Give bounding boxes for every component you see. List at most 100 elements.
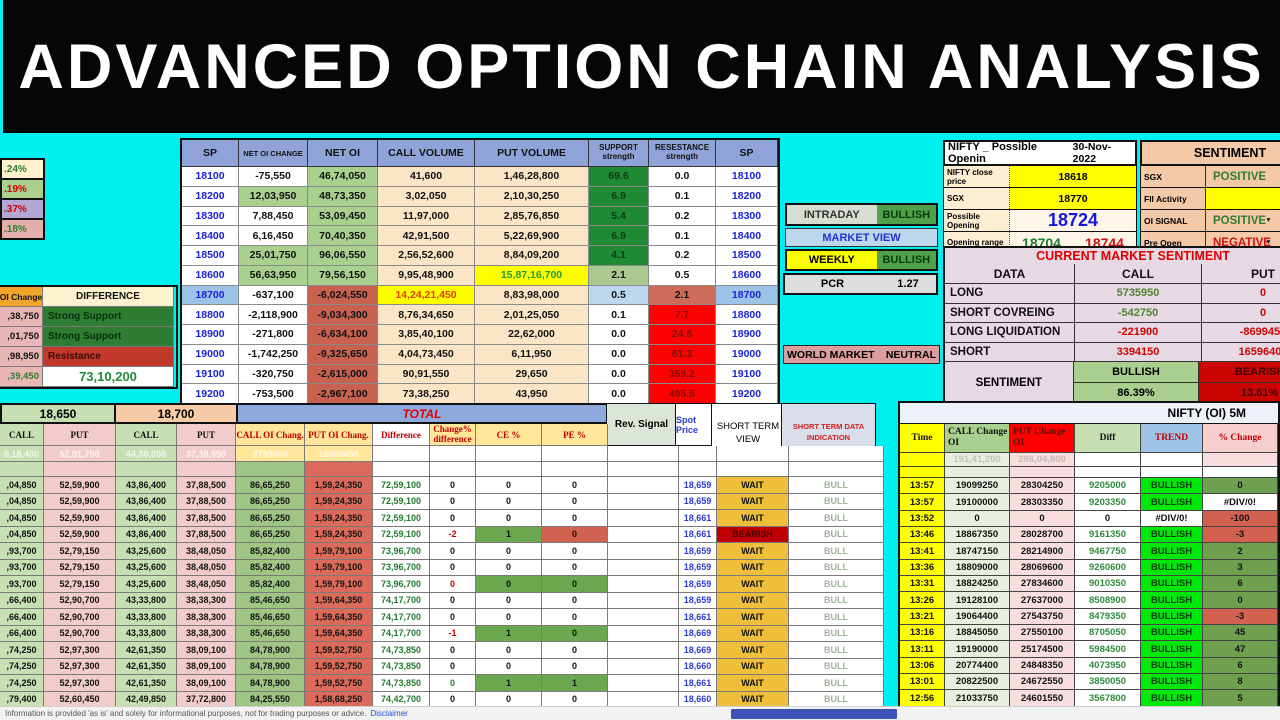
option-chain-cell[interactable]: 29,650 [475,364,589,385]
oi-5m-cell[interactable]: 9203350 [1075,494,1141,511]
strike-table-cell[interactable]: 74,17,700 [373,609,430,626]
strike-table-cell[interactable]: 18,661 [679,510,717,527]
option-chain-cell[interactable]: 56,63,950 [239,265,308,286]
strike-table-cell[interactable]: 1,59,79,100 [305,576,373,593]
oi-diff-cell[interactable]: Strong Support [43,327,174,347]
option-chain-cell[interactable]: 0.2 [649,206,716,227]
strike-table-cell[interactable] [608,477,679,494]
strike-table-cell[interactable]: 1 [476,675,542,692]
option-chain-cell[interactable]: 18600 [182,265,239,286]
strike-table-cell[interactable]: 43,86,400 [116,510,177,527]
strike-table-cell[interactable]: BULL [789,477,884,494]
strike-table-cell[interactable]: 43,25,600 [116,543,177,560]
strike-table-cell[interactable]: 0 [542,625,608,642]
strike-table-cell[interactable]: ,04,850 [0,493,44,510]
oi-5m-blank-cell[interactable] [1203,467,1278,478]
strike-table-faint-cell[interactable]: 3739050 [236,446,305,462]
option-chain-cell[interactable]: 18900 [716,325,778,345]
strike-table-cell[interactable]: 52,59,900 [44,477,116,494]
strike-table-cell[interactable]: 38,09,100 [177,675,236,692]
strike-table-cell[interactable]: 86,65,250 [236,477,305,494]
strike-table-cell[interactable]: 85,82,400 [236,576,305,593]
option-chain-cell[interactable]: 12,03,950 [239,186,308,207]
option-chain-cell[interactable]: 73,38,250 [378,384,475,404]
strike-table-cell[interactable]: ,66,400 [0,592,44,609]
strike-table-blank-cell[interactable] [44,462,116,477]
oi-diff-cell[interactable]: Strong Support [43,307,174,327]
option-chain-cell[interactable]: 4.1 [589,246,649,266]
option-chain-cell[interactable]: 8,76,34,650 [378,305,475,325]
oi-5m-cell[interactable]: BULLISH [1141,657,1203,675]
oi-5m-cell[interactable]: 28303350 [1010,494,1075,511]
strike-table-cell[interactable]: 0 [542,609,608,626]
oi-5m-cell[interactable]: 28069600 [1010,559,1075,577]
strike-table-cell[interactable]: BULL [789,609,884,626]
strike-table-cell[interactable]: 0 [430,576,476,593]
strike-table-cell[interactable]: 52,97,300 [44,642,116,659]
strike-table-cell[interactable]: WAIT [717,510,789,527]
oi-5m-cell[interactable]: 9205000 [1075,478,1141,495]
strike-table-cell[interactable]: 1,59,24,350 [305,510,373,527]
strike-table-cell[interactable]: 72,59,100 [373,510,430,527]
strike-table-cell[interactable]: BULL [789,543,884,560]
strike-table-blank-cell[interactable] [789,462,884,477]
oi-5m-cell[interactable]: BULLISH [1141,559,1203,577]
weekly-value[interactable]: BULLISH [876,251,936,269]
strike-table-cell[interactable]: 52,90,700 [44,609,116,626]
strike-table-faint-cell[interactable] [476,446,542,462]
option-chain-cell[interactable]: 19100 [182,364,239,385]
oi-5m-cell[interactable]: 24672550 [1010,674,1075,691]
option-chain-cell[interactable]: 6,16,450 [239,226,308,246]
oi-5m-cell[interactable]: 6 [1203,657,1278,675]
strike-table-cell[interactable]: 0 [476,510,542,527]
chevron-down-icon[interactable]: ▼ [1265,239,1272,246]
strike-table-cell[interactable]: 18,669 [679,642,717,659]
cms-cell[interactable]: -8699450 [1202,323,1280,343]
strike-table-cell[interactable]: 0 [476,658,542,675]
option-chain-cell[interactable]: 19100 [716,364,778,385]
oi-5m-cell[interactable]: BULLISH [1141,592,1203,609]
cms-header[interactable]: PUT [1202,264,1280,284]
option-chain-cell[interactable]: -9,034,300 [308,305,378,325]
strike-table-cell[interactable]: 1 [542,675,608,692]
option-chain-cell[interactable]: 18800 [716,305,778,325]
strike-table-cell[interactable] [608,559,679,576]
strike-table-cell[interactable]: 84,78,900 [236,658,305,675]
strike-table-cell[interactable]: 18,659 [679,543,717,560]
strike-table-faint-cell[interactable]: 18009450 [305,446,373,462]
oi-5m-cell[interactable]: BULLISH [1141,608,1203,626]
strike-table-blank-cell[interactable] [542,462,608,477]
option-chain-cell[interactable]: -320,750 [239,364,308,385]
oi-5m-cell[interactable]: 9010350 [1075,576,1141,593]
oi-5m-cell[interactable]: BULLISH [1141,674,1203,691]
strike-table-cell[interactable]: BULL [789,576,884,593]
intraday-label[interactable]: INTRADAY [787,205,877,224]
option-chain-cell[interactable]: 22,62,000 [475,325,589,345]
oi-diff-cell[interactable]: ,98,950 [0,347,43,367]
strike-table-blank-cell[interactable] [608,462,679,477]
option-chain-cell[interactable]: 2.1 [649,285,716,306]
oi-5m-cell[interactable]: 45 [1203,625,1278,642]
option-chain-cell[interactable]: 5,22,69,900 [475,226,589,246]
oi-5m-cell[interactable]: BULLISH [1141,576,1203,593]
disclaimer-link[interactable]: Disclaimer [370,709,408,718]
option-chain-cell[interactable]: 2.1 [589,265,649,286]
oi-signal-value[interactable]: POSITIVE [1206,210,1280,231]
oi-5m-cell[interactable]: 13:46 [900,527,945,544]
strike-table-faint-cell[interactable]: 44,30,050 [116,446,177,462]
strike-table-cell[interactable]: 37,88,500 [177,510,236,527]
strike-table-blank-cell[interactable] [679,462,717,477]
strike-table-cell[interactable]: BULL [789,642,884,659]
strike-table-cell[interactable]: 18,661 [679,675,717,692]
strike-table-faint-cell[interactable]: 0,18,400 [0,446,44,462]
option-chain-cell[interactable]: 42,91,500 [378,226,475,246]
strike-table-cell[interactable]: 1,59,79,100 [305,559,373,576]
strike-table-faint-cell[interactable] [542,446,608,462]
strike-table-cell[interactable]: 86,65,250 [236,510,305,527]
cms-cell[interactable]: SHORT COVREING [945,303,1075,323]
strike-table-cell[interactable]: 52,59,900 [44,510,116,527]
option-chain-cell[interactable]: -2,967,100 [308,384,378,404]
option-chain-cell[interactable]: 90,91,550 [378,364,475,385]
strike-table-cell[interactable]: 43,86,400 [116,526,177,543]
strike-table-header[interactable]: CE % [476,424,542,446]
